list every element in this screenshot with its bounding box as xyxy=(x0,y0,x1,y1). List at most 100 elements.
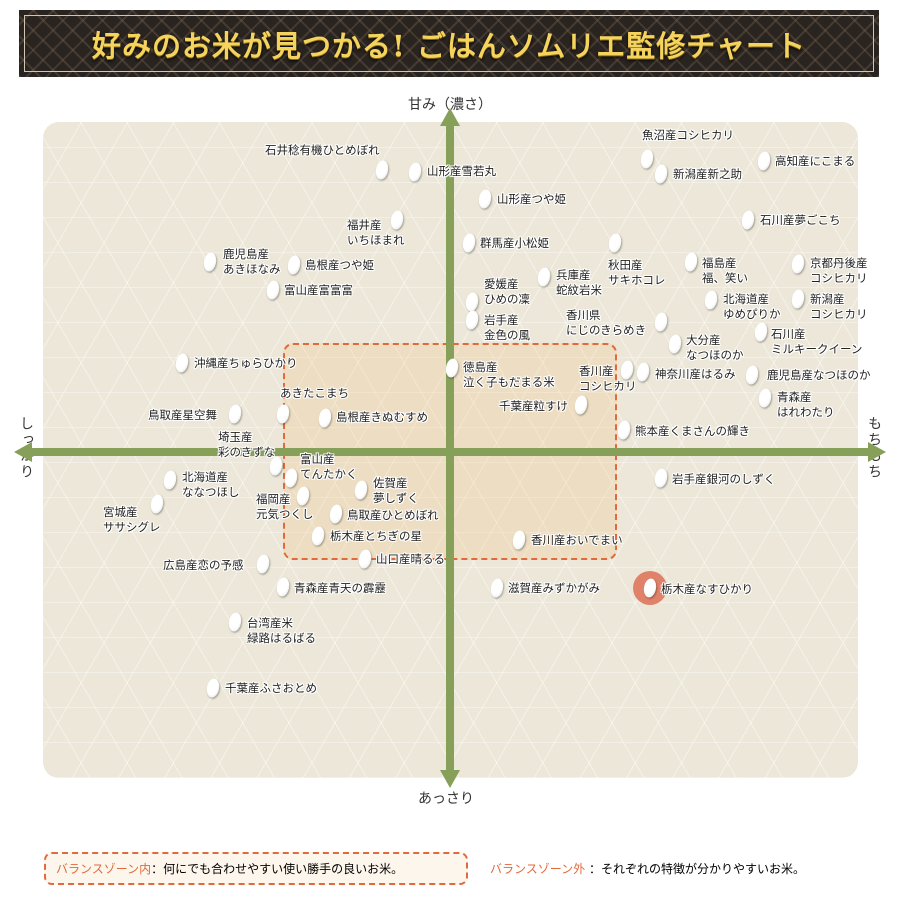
rice-label: 栃木産なすひかり xyxy=(661,582,753,597)
axis-label-bottom: あっさり xyxy=(418,791,474,807)
rice-label-line: 泣く子もだまる米 xyxy=(463,375,555,389)
rice-label: 魚沼産コシヒカリ xyxy=(642,128,734,143)
rice-label-line: 夢しずく xyxy=(373,491,419,505)
rice-label-line: 群馬産小松姫 xyxy=(480,236,549,250)
rice-label-line: ななつほし xyxy=(182,485,240,499)
arrow-right-icon xyxy=(868,442,886,462)
rice-label-line: 元気つくし xyxy=(256,507,314,521)
axis-label-top: 甘み（濃さ） xyxy=(408,97,492,113)
rice-label: 島根産きぬむすめ xyxy=(336,410,428,425)
rice-label: 埼玉産 彩のきずな xyxy=(218,430,275,460)
rice-label-line: 大分産 xyxy=(686,333,721,347)
rice-label: 新潟産新之助 xyxy=(673,167,742,182)
rice-label-line: ひめの凜 xyxy=(484,292,530,306)
rice-label-line: 秋田産 xyxy=(608,258,643,272)
rice-label: 香川県 にじのきらめき xyxy=(566,308,646,338)
rice-label-line: 新潟産新之助 xyxy=(673,167,742,181)
rice-label: 新潟産 コシヒカリ xyxy=(810,292,868,322)
rice-label-line: 新潟産 xyxy=(810,292,845,306)
rice-label: 兵庫産 蛇紋岩米 xyxy=(556,268,602,298)
rice-label: 広島産恋の予感 xyxy=(163,558,244,573)
rice-label-line: 富山産 xyxy=(300,452,335,466)
rice-label-line: 島根産きぬむすめ xyxy=(336,410,428,424)
rice-label: 台湾産米 緑路はるばる xyxy=(247,616,316,646)
rice-label: 山形産雪若丸 xyxy=(427,164,496,179)
rice-label-line: 富山産富富富 xyxy=(284,283,353,297)
rice-label: 北海道産 ななつほし xyxy=(182,470,240,500)
rice-label-line: 彩のきずな xyxy=(218,445,276,459)
rice-label: 島根産つや姫 xyxy=(305,258,374,273)
rice-label: 滋賀産みずかがみ xyxy=(508,581,600,596)
rice-label: 大分産 なつほのか xyxy=(686,333,744,363)
rice-label: 福島産 福、笑い xyxy=(702,256,748,286)
rice-label: 神奈川産はるみ xyxy=(655,367,736,382)
rice-label: 秋田産 サキホコレ xyxy=(608,258,666,288)
title-banner: 好みのお米が見つかる! ごはんソムリエ監修チャート xyxy=(19,10,879,77)
rice-label-line: 滋賀産みずかがみ xyxy=(508,581,600,595)
rice-label: 鳥取産ひとめぼれ xyxy=(347,508,439,523)
rice-label-line: にじのきらめき xyxy=(566,323,647,337)
rice-label: 宮城産 ササシグレ xyxy=(103,505,161,535)
rice-label-line: 台湾産米 xyxy=(247,616,293,630)
rice-label-line: 福島産 xyxy=(702,256,737,270)
rice-label-line: 沖縄産ちゅらひかり xyxy=(194,356,298,370)
rice-label-line: 青森産青天の霹靂 xyxy=(294,581,386,595)
rice-label: 栃木産とちぎの星 xyxy=(330,529,422,544)
rice-label-line: 宮城産 xyxy=(103,505,138,519)
rice-label-line: 埼玉産 xyxy=(218,430,253,444)
page-title: 好みのお米が見つかる! ごはんソムリエ監修チャート xyxy=(92,28,806,63)
rice-label: 山形産つや姫 xyxy=(497,192,566,207)
rice-label-line: 島根産つや姫 xyxy=(305,258,374,272)
rice-label-line: 鹿児島産なつほのか xyxy=(767,368,871,382)
rice-label-line: 鹿児島産 xyxy=(223,247,269,261)
rice-label-line: 蛇紋岩米 xyxy=(556,283,602,297)
rice-label: 鹿児島産なつほのか xyxy=(767,368,871,383)
arrow-down-icon xyxy=(440,770,460,788)
rice-label-line: 広島産恋の予感 xyxy=(163,558,244,572)
rice-label: 青森産青天の霹靂 xyxy=(294,581,386,596)
rice-label: 高知産にこまる xyxy=(775,154,855,169)
legend-inside-label: バランスゾーン内 xyxy=(56,862,152,876)
rice-label-line: 石川産 xyxy=(771,327,806,341)
rice-label: あきたこまち xyxy=(280,386,349,401)
title-frame: 好みのお米が見つかる! ごはんソムリエ監修チャート xyxy=(24,15,874,72)
rice-label: 青森産 はれわたり xyxy=(777,390,835,420)
rice-label: 愛媛産 ひめの凜 xyxy=(484,277,530,307)
rice-label-line: なつほのか xyxy=(686,348,744,362)
rice-label-line: 山形産雪若丸 xyxy=(427,164,496,178)
rice-label-line: 千葉産粒すけ xyxy=(499,399,568,413)
rice-label-line: 青森産 xyxy=(777,390,812,404)
rice-label: 山口産晴るる xyxy=(376,552,445,567)
rice-label-line: はれわたり xyxy=(777,405,835,419)
rice-label-line: 山口産晴るる xyxy=(376,552,445,566)
rice-label-line: サキホコレ xyxy=(608,273,666,287)
rice-label: 香川産おいでまい xyxy=(531,533,623,548)
arrow-left-icon xyxy=(14,442,32,462)
rice-label: 鳥取産星空舞 xyxy=(148,408,217,423)
rice-label-line: 神奈川産はるみ xyxy=(655,367,736,381)
rice-label-line: 緑路はるばる xyxy=(247,631,316,645)
rice-label: 千葉産ふさおとめ xyxy=(225,681,317,696)
rice-label-line: あきほなみ xyxy=(223,262,281,276)
rice-label-line: 香川県 xyxy=(566,308,601,322)
rice-label: 石川産夢ごこち xyxy=(760,213,841,228)
rice-label-line: ゆめぴりか xyxy=(723,307,781,321)
rice-label-line: てんたかく xyxy=(300,467,358,481)
horizontal-axis xyxy=(28,448,872,456)
rice-label-line: 高知産にこまる xyxy=(775,154,856,168)
rice-label: 富山産 てんたかく xyxy=(300,452,358,482)
rice-label: 香川産 コシヒカリ xyxy=(579,364,637,394)
rice-label: 石井稔有機ひとめぼれ xyxy=(265,143,380,158)
rice-label: 岩手産 金色の風 xyxy=(484,313,530,343)
rice-label-line: いちほまれ xyxy=(347,233,405,247)
rice-label: 岩手産銀河のしずく xyxy=(672,472,775,487)
rice-label: 熊本産くまさんの輝き xyxy=(635,424,750,439)
legend-inside: バランスゾーン内 ：何にでも合わせやすい使い勝手の良いお米。 xyxy=(44,852,468,885)
rice-label: 石川産 ミルキークイーン xyxy=(771,327,862,357)
rice-label-line: 佐賀産 xyxy=(373,476,408,490)
rice-label-line: 石井稔有機ひとめぼれ xyxy=(265,143,380,157)
rice-label: 北海道産 ゆめぴりか xyxy=(723,292,781,322)
rice-label-line: ミルキークイーン xyxy=(771,342,863,356)
rice-label-line: ササシグレ xyxy=(103,520,161,534)
rice-label: 千葉産粒すけ xyxy=(499,399,568,414)
